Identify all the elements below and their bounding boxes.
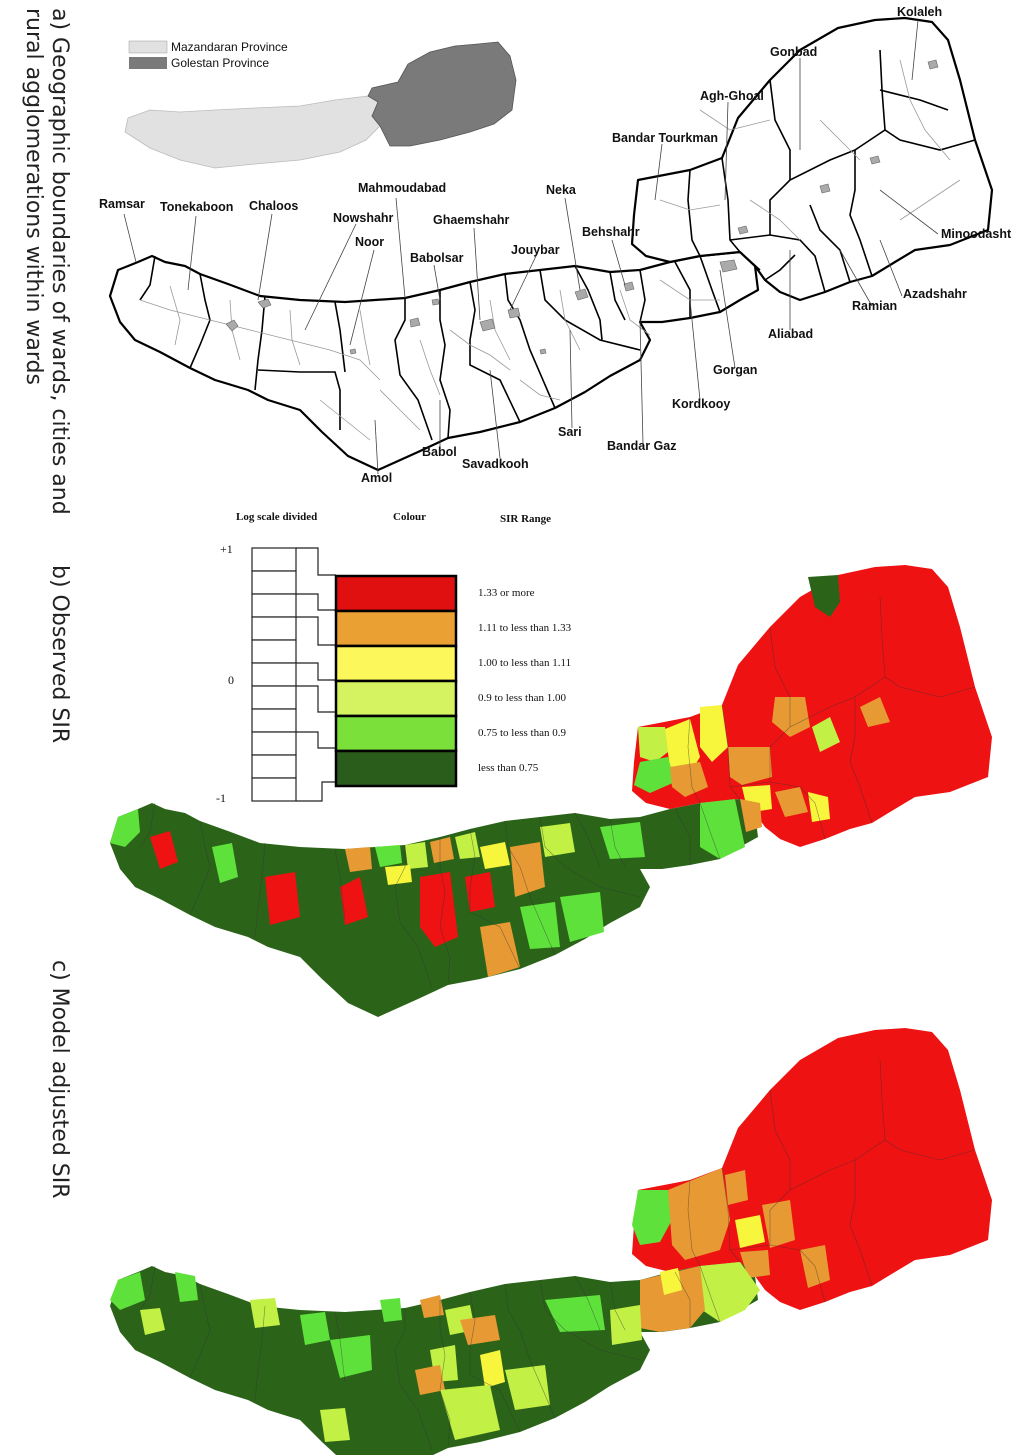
legend-swatch — [334, 644, 458, 683]
legend-brackets — [296, 547, 336, 802]
legend-swatch — [334, 574, 458, 613]
city-label: Noor — [355, 235, 384, 249]
city-label: Bandar Gaz — [607, 439, 676, 453]
city-label: Savadkooh — [462, 457, 529, 471]
city-label: Sari — [558, 425, 582, 439]
city-label: Ghaemshahr — [433, 213, 510, 227]
legend-label: 1.33 or more — [478, 587, 535, 599]
city-labels: Kolaleh Gonbad Agh-Ghoal Bandar Tourkman… — [99, 5, 1012, 485]
legend-tick-mid: 0 — [228, 673, 234, 687]
city-label: Babol — [422, 445, 457, 459]
city-label: Azadshahr — [903, 287, 967, 301]
city-label: Tonekaboon — [160, 200, 233, 214]
city-label: Nowshahr — [333, 211, 394, 225]
city-label: Babolsar — [410, 251, 464, 265]
leader-lines — [123, 19, 939, 475]
inset-label-golestan: Golestan Province — [171, 56, 269, 70]
legend-header-colour: Colour — [393, 511, 426, 523]
legend-label: 1.00 to less than 1.11 — [478, 657, 571, 669]
city-label: Agh-Ghoal — [700, 89, 764, 103]
observed-sir-map — [110, 565, 992, 1017]
inset-swatch-mazandaran — [128, 40, 168, 54]
legend-label: 0.9 to less than 1.00 — [478, 692, 566, 704]
province-inset: Mazandaran Province Golestan Province — [124, 40, 517, 169]
legend-label: 0.75 to less than 0.9 — [478, 727, 566, 739]
city-label: Neka — [546, 183, 577, 197]
legend-label: less than 0.75 — [478, 762, 539, 774]
legend-swatch — [334, 609, 458, 648]
city-label: Chaloos — [249, 199, 298, 213]
ward-lines — [139, 49, 976, 441]
city-blobs — [225, 59, 939, 355]
city-label: Behshahr — [582, 225, 640, 239]
city-label: Ramsar — [99, 197, 145, 211]
city-label: Kordkooy — [672, 397, 730, 411]
ward-boundary-map: Kolaleh Gonbad Agh-Ghoal Bandar Tourkman… — [99, 5, 1012, 485]
city-label: Amol — [361, 471, 392, 485]
legend-tick-bottom: -1 — [216, 791, 226, 805]
inset-golestan — [367, 41, 517, 147]
city-label: Mahmoudabad — [358, 181, 446, 195]
sir-legend: Log scale divided Colour SIR Range +1 0 … — [216, 511, 572, 805]
legend-swatch — [334, 679, 458, 718]
model-adjusted-sir-map — [110, 1028, 992, 1455]
legend-header-range: SIR Range — [500, 513, 551, 525]
city-label: Gorgan — [713, 363, 757, 377]
city-label: Bandar Tourkman — [612, 131, 718, 145]
legend-color-rows: 1.33 or more 1.11 to less than 1.33 1.00 t… — [334, 574, 572, 788]
legend-tick-top: +1 — [220, 542, 233, 556]
city-label: Jouybar — [511, 243, 560, 257]
inset-label-mazandaran: Mazandaran Province — [171, 40, 288, 54]
inset-mazandaran — [124, 95, 381, 169]
city-label: Aliabad — [768, 327, 813, 341]
minor-lines — [139, 59, 961, 441]
city-label: Ramian — [852, 299, 897, 313]
inset-swatch-golestan — [129, 57, 167, 69]
city-label: Gonbad — [770, 45, 817, 59]
legend-swatch — [334, 749, 458, 788]
city-label: Kolaleh — [897, 5, 942, 19]
legend-header-scale: Log scale divided — [236, 511, 317, 523]
legend-swatch — [334, 714, 458, 753]
legend-scale-boxes — [251, 547, 297, 802]
city-label: Minoodasht — [941, 227, 1012, 241]
legend-label: 1.11 to less than 1.33 — [478, 622, 572, 634]
